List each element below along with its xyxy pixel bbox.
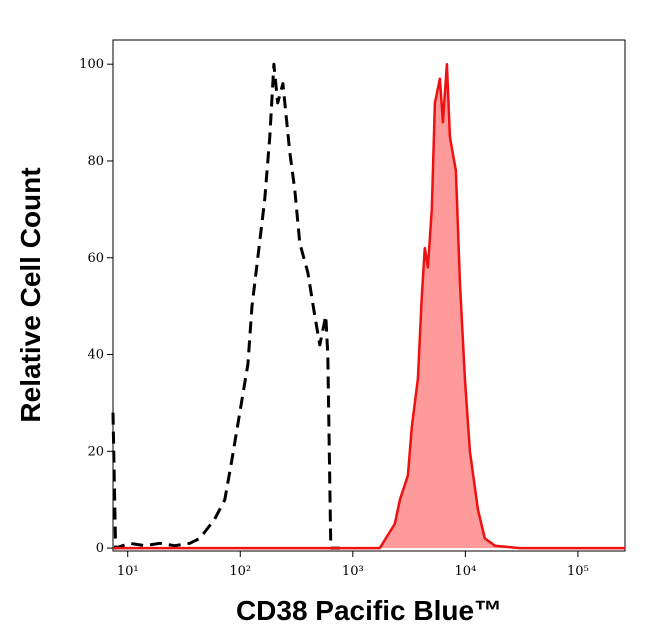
- x-axis-title: CD38 Pacific Blue™: [236, 595, 502, 626]
- histogram-line: [113, 62, 625, 550]
- x-tick-label: 10³: [342, 564, 364, 579]
- y-tick-label: 20: [87, 444, 104, 459]
- histogram-line: [111, 62, 340, 550]
- histogram-area: [113, 64, 625, 549]
- plot-frame: [112, 39, 626, 552]
- x-tick-label: 10⁴: [454, 564, 476, 579]
- y-tick-label: 100: [79, 57, 104, 72]
- y-tick-label: 40: [87, 348, 104, 363]
- x-tick-label: 10²: [229, 564, 251, 579]
- y-axis-title: Relative Cell Count: [15, 167, 46, 422]
- y-tick-label: 80: [87, 154, 104, 169]
- x-tick-label: 10⁵: [567, 564, 589, 579]
- y-tick-label: 60: [87, 251, 104, 266]
- x-tick-label: 10¹: [117, 564, 139, 579]
- y-tick-label: 0: [96, 541, 104, 556]
